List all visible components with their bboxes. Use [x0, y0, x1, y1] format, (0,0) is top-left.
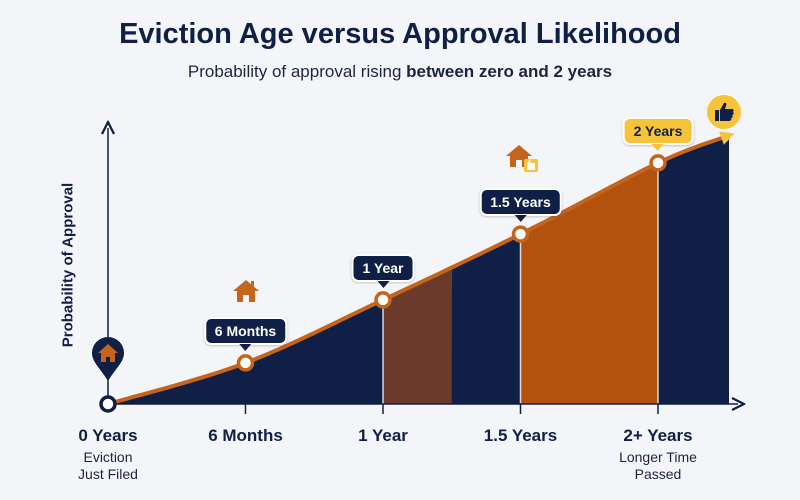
house-icon	[231, 278, 261, 309]
area-segment-0-to-1-year	[108, 299, 384, 404]
subtitle-bold: between zero and 2 years	[406, 62, 613, 81]
area-segment-1-year	[383, 267, 453, 404]
data-point	[236, 354, 255, 372]
x-tick-label: 0 Years	[78, 426, 138, 445]
area-segment-1-5-to-2-years	[520, 162, 659, 404]
house-icon	[90, 336, 126, 387]
x-tick-sublabel-line: Longer Time	[619, 449, 697, 465]
chart-subtitle: Probability of approval rising between z…	[0, 62, 800, 82]
x-tick-label: 6 Months	[208, 426, 283, 445]
area-segment-1-to-1-5-years	[451, 234, 522, 404]
house-thumbs-up-icon	[505, 143, 539, 178]
x-tick-label: 2+ Years	[623, 426, 693, 445]
x-tick-sublabel-line: Just Filed	[78, 466, 138, 482]
x-tick-label: 1 Year	[358, 426, 408, 445]
data-label: 2 Years	[622, 116, 694, 151]
series-line	[106, 133, 731, 406]
data-label: 1.5 Years	[479, 188, 562, 223]
x-tick-sublabel-line: Eviction	[83, 449, 133, 465]
data-point	[649, 154, 667, 172]
subtitle-plain: Probability of approval rising	[187, 62, 407, 81]
data-label: 1 Year	[351, 253, 415, 288]
x-tick-sublabel: Longer Time Passed	[588, 449, 728, 483]
x-tick-label: 1.5 Years	[483, 426, 558, 445]
thumbs-up-icon	[706, 94, 742, 135]
x-tick-sublabel-line: Passed	[634, 466, 682, 482]
x-tick-sublabel: Eviction Just Filed	[38, 449, 178, 483]
series-arrowhead	[719, 131, 735, 145]
data-point	[511, 225, 530, 243]
data-point	[99, 395, 117, 413]
data-label: 6 Months	[203, 316, 288, 351]
chart-title: Eviction Age versus Approval Likelihood	[119, 18, 681, 50]
data-point	[374, 291, 392, 309]
area-segment-2-plus-years	[658, 135, 729, 404]
